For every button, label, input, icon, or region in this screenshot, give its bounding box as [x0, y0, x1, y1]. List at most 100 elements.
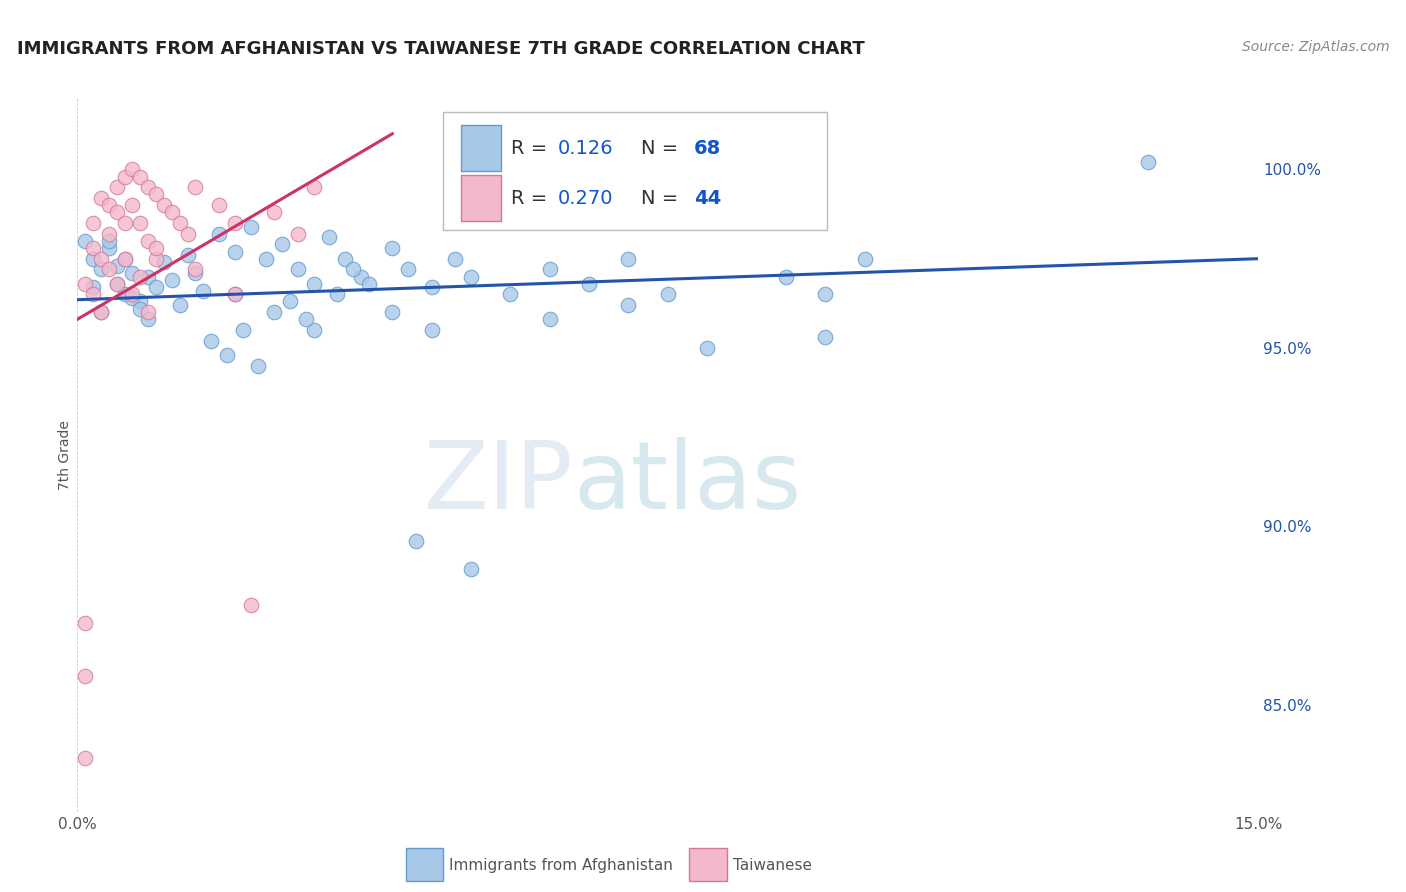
- Point: [136, 269, 159, 284]
- Point: [75, 669, 97, 683]
- Point: [263, 205, 285, 219]
- Text: 0.126: 0.126: [558, 138, 613, 158]
- Point: [444, 252, 467, 266]
- Point: [254, 252, 277, 266]
- Point: [97, 241, 120, 255]
- Point: [121, 287, 143, 301]
- Point: [105, 180, 128, 194]
- Point: [460, 562, 482, 576]
- Point: [105, 277, 128, 291]
- Text: ZIP: ZIP: [423, 437, 574, 530]
- Point: [90, 262, 112, 277]
- Point: [105, 277, 128, 291]
- Point: [302, 180, 325, 194]
- Point: [294, 312, 316, 326]
- Point: [153, 198, 176, 212]
- Point: [75, 234, 97, 248]
- Text: N =: N =: [641, 138, 685, 158]
- Point: [129, 216, 152, 230]
- Point: [263, 305, 285, 319]
- Point: [136, 234, 159, 248]
- Point: [97, 227, 120, 241]
- Point: [271, 237, 294, 252]
- Text: 68: 68: [693, 138, 721, 158]
- Point: [129, 301, 152, 316]
- Point: [169, 298, 191, 312]
- Point: [420, 323, 443, 337]
- Point: [129, 269, 152, 284]
- Point: [184, 266, 207, 280]
- Point: [90, 252, 112, 266]
- FancyBboxPatch shape: [443, 112, 827, 230]
- FancyBboxPatch shape: [461, 125, 502, 171]
- Text: N =: N =: [641, 188, 685, 208]
- Text: R =: R =: [510, 138, 554, 158]
- Point: [82, 252, 104, 266]
- Point: [1137, 155, 1160, 169]
- Point: [357, 277, 380, 291]
- Point: [97, 198, 120, 212]
- Point: [381, 305, 404, 319]
- Point: [278, 294, 301, 309]
- Point: [617, 298, 640, 312]
- Point: [97, 262, 120, 277]
- Point: [145, 280, 167, 294]
- Point: [82, 287, 104, 301]
- Text: Source: ZipAtlas.com: Source: ZipAtlas.com: [1241, 40, 1389, 54]
- Point: [184, 180, 207, 194]
- Point: [287, 262, 309, 277]
- Point: [145, 241, 167, 255]
- Point: [193, 284, 215, 298]
- Point: [153, 255, 176, 269]
- Text: IMMIGRANTS FROM AFGHANISTAN VS TAIWANESE 7TH GRADE CORRELATION CHART: IMMIGRANTS FROM AFGHANISTAN VS TAIWANESE…: [17, 40, 865, 58]
- Point: [208, 227, 231, 241]
- Point: [696, 341, 718, 355]
- FancyBboxPatch shape: [406, 848, 443, 881]
- Point: [396, 262, 419, 277]
- Point: [114, 287, 136, 301]
- Point: [208, 198, 231, 212]
- Point: [114, 252, 136, 266]
- Point: [136, 312, 159, 326]
- Point: [114, 216, 136, 230]
- Point: [342, 262, 364, 277]
- Text: 0.270: 0.270: [558, 188, 613, 208]
- Point: [75, 751, 97, 765]
- Point: [287, 227, 309, 241]
- Point: [136, 305, 159, 319]
- Point: [853, 252, 876, 266]
- Text: Immigrants from Afghanistan: Immigrants from Afghanistan: [450, 858, 673, 872]
- Point: [145, 252, 167, 266]
- Point: [814, 330, 837, 344]
- Point: [499, 287, 522, 301]
- Point: [160, 205, 183, 219]
- Point: [247, 359, 270, 373]
- Point: [75, 615, 97, 630]
- Point: [105, 205, 128, 219]
- Text: Taiwanese: Taiwanese: [733, 858, 811, 872]
- Point: [381, 241, 404, 255]
- Point: [232, 323, 254, 337]
- Point: [90, 305, 112, 319]
- Point: [538, 312, 561, 326]
- Point: [82, 280, 104, 294]
- FancyBboxPatch shape: [689, 848, 727, 881]
- Point: [814, 287, 837, 301]
- Point: [129, 169, 152, 184]
- Point: [460, 269, 482, 284]
- Point: [136, 180, 159, 194]
- Point: [350, 269, 373, 284]
- FancyBboxPatch shape: [461, 175, 502, 221]
- Point: [169, 216, 191, 230]
- Point: [200, 334, 222, 348]
- Point: [318, 230, 340, 244]
- Text: 44: 44: [693, 188, 721, 208]
- Point: [184, 262, 207, 277]
- Point: [176, 248, 198, 262]
- Point: [224, 287, 246, 301]
- Point: [326, 287, 349, 301]
- Text: R =: R =: [510, 188, 554, 208]
- Point: [114, 252, 136, 266]
- Point: [121, 266, 143, 280]
- Point: [333, 252, 356, 266]
